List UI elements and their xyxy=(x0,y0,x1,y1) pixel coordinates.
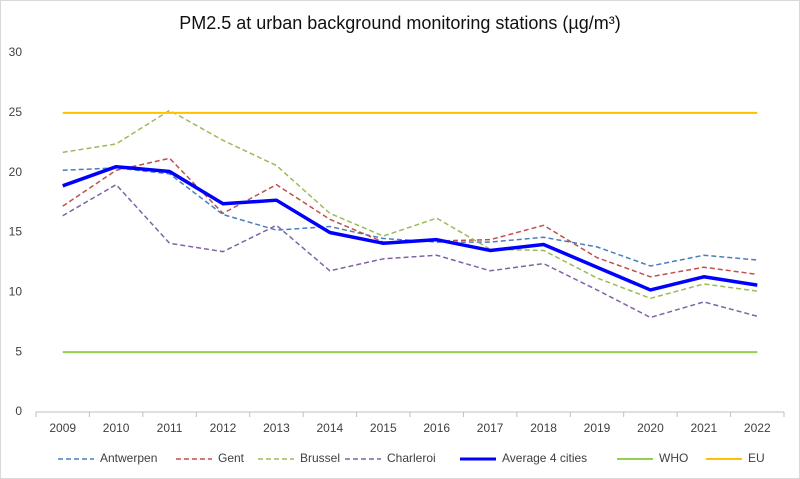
y-tick-label: 25 xyxy=(9,105,23,119)
x-tick-label: 2020 xyxy=(637,421,664,435)
series-line xyxy=(62,164,758,292)
y-tick-label: 10 xyxy=(9,285,23,299)
legend-label: EU xyxy=(748,451,765,465)
legend-label: Average 4 cities xyxy=(502,451,587,465)
legend-label: Antwerpen xyxy=(100,451,157,465)
y-tick-label: 0 xyxy=(15,404,22,418)
x-tick-label: 2019 xyxy=(584,421,611,435)
y-tick-label: 30 xyxy=(9,45,23,59)
legend-label: WHO xyxy=(659,451,688,465)
x-tick-label: 2017 xyxy=(477,421,504,435)
x-tick-label: 2015 xyxy=(370,421,397,435)
x-tick-label: 2009 xyxy=(49,421,76,435)
x-tick-label: 2014 xyxy=(317,421,344,435)
x-tick-label: 2011 xyxy=(157,421,183,435)
legend-label: Brussel xyxy=(300,451,340,465)
series-line xyxy=(62,183,758,319)
x-tick-label: 2010 xyxy=(103,421,130,435)
y-tick-label: 5 xyxy=(15,344,22,358)
x-tick-label: 2013 xyxy=(263,421,290,435)
x-tick-label: 2021 xyxy=(691,421,718,435)
y-tick-label: 15 xyxy=(9,225,23,239)
legend-label: Charleroi xyxy=(387,451,436,465)
legend-label: Gent xyxy=(218,451,245,465)
series-line xyxy=(62,167,758,267)
x-tick-label: 2012 xyxy=(210,421,237,435)
series-line xyxy=(62,109,758,300)
x-tick-label: 2022 xyxy=(744,421,771,435)
chart-title: PM2.5 at urban background monitoring sta… xyxy=(179,13,621,33)
x-tick-label: 2018 xyxy=(530,421,557,435)
y-tick-label: 20 xyxy=(9,165,23,179)
x-tick-label: 2016 xyxy=(423,421,450,435)
